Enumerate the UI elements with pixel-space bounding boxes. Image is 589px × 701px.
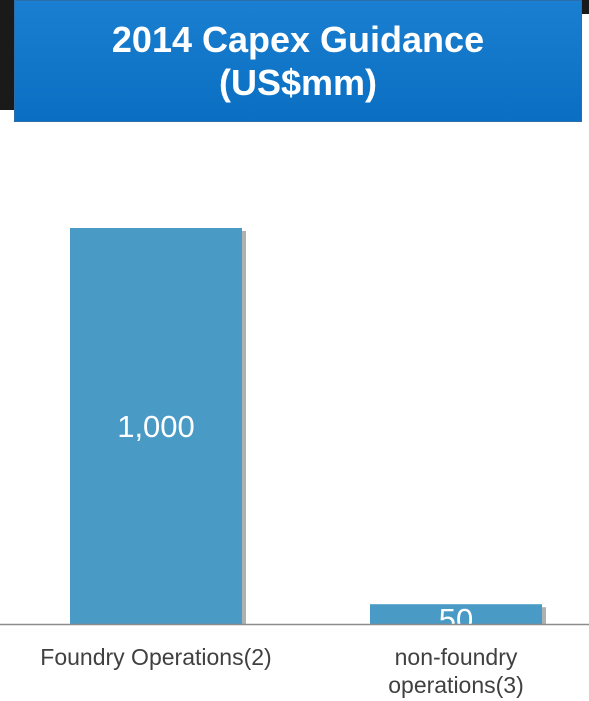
bar-value-label: 1,000 — [117, 409, 195, 444]
x-tick-label: non-foundry operations(3) — [388, 644, 524, 698]
chart-title-line2: (US$mm) — [218, 62, 378, 103]
header-shadow-right — [579, 0, 589, 14]
bar — [70, 228, 242, 624]
chart-title-box: 2014 Capex Guidance (US$mm) — [14, 0, 582, 122]
header-shadow-left — [0, 0, 18, 110]
bar — [370, 604, 542, 624]
x-tick-label: Foundry Operations(2) — [40, 644, 272, 670]
baseline-mask — [0, 625, 589, 655]
chart-title-line1: 2014 Capex Guidance — [111, 18, 485, 60]
